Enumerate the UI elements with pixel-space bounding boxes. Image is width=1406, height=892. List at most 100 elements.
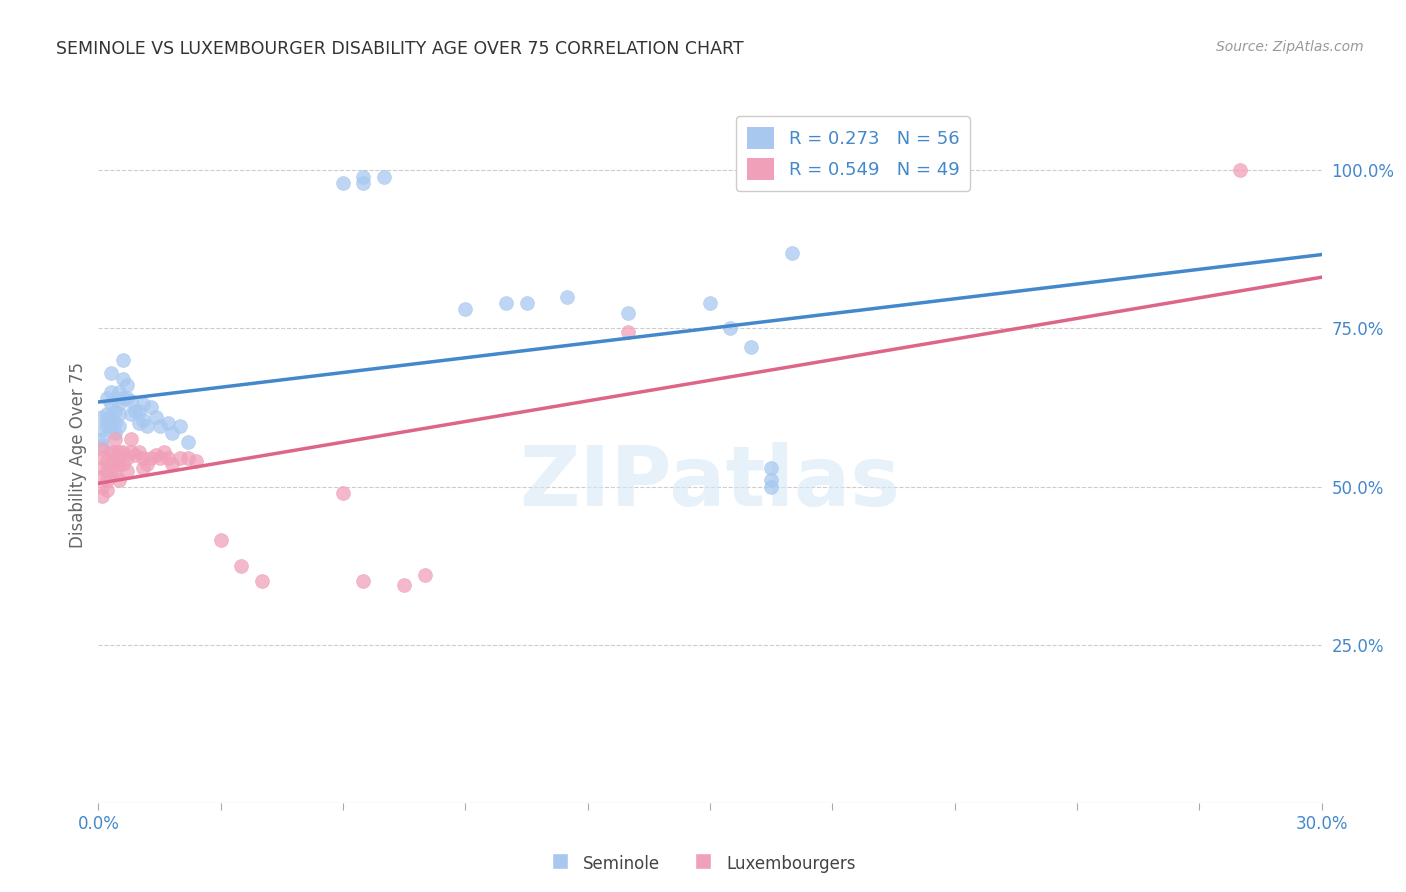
Point: [91, 438, 114, 452]
Point: [156, 451, 179, 466]
Point: [761, 479, 783, 493]
Point: [104, 432, 127, 446]
Point: [91, 470, 114, 484]
Point: [96, 464, 118, 478]
Point: [111, 391, 134, 405]
Point: [91, 460, 114, 475]
Point: [104, 425, 127, 440]
Point: [96, 419, 118, 434]
Point: [108, 473, 131, 487]
Point: [91, 409, 114, 424]
Point: [96, 407, 118, 421]
Point: [120, 432, 142, 446]
Point: [332, 176, 354, 190]
Point: [780, 245, 803, 260]
Point: [104, 417, 127, 431]
Point: [96, 483, 118, 497]
Point: [108, 444, 131, 458]
Point: [91, 489, 114, 503]
Point: [169, 451, 191, 466]
Point: [136, 419, 159, 434]
Point: [100, 458, 122, 472]
Point: [516, 296, 538, 310]
Point: [104, 444, 127, 458]
Point: [373, 169, 395, 184]
Point: [177, 435, 200, 450]
Point: [96, 413, 118, 427]
Point: [91, 451, 114, 466]
Point: [108, 407, 131, 421]
Point: [177, 451, 200, 466]
Point: [136, 458, 159, 472]
Point: [100, 409, 122, 424]
Point: [128, 444, 150, 458]
Point: [169, 419, 191, 434]
Point: [761, 460, 783, 475]
Point: [231, 558, 253, 573]
Point: [124, 448, 146, 462]
Text: SEMINOLE VS LUXEMBOURGER DISABILITY AGE OVER 75 CORRELATION CHART: SEMINOLE VS LUXEMBOURGER DISABILITY AGE …: [56, 40, 744, 58]
Point: [149, 451, 172, 466]
Point: [91, 479, 114, 493]
Point: [149, 419, 172, 434]
Point: [156, 417, 179, 431]
Point: [160, 458, 183, 472]
Legend: R = 0.273   N = 56, R = 0.549   N = 49: R = 0.273 N = 56, R = 0.549 N = 49: [737, 116, 970, 191]
Point: [111, 458, 134, 472]
Point: [352, 574, 374, 589]
Point: [186, 454, 208, 468]
Point: [115, 451, 138, 466]
Point: [617, 305, 640, 319]
Point: [108, 397, 131, 411]
Point: [104, 454, 127, 468]
Point: [250, 574, 273, 589]
Point: [124, 403, 146, 417]
Point: [96, 473, 118, 487]
Point: [100, 467, 122, 481]
Point: [91, 432, 114, 446]
Point: [91, 442, 114, 456]
Point: [120, 394, 142, 409]
Point: [104, 403, 127, 417]
Point: [495, 296, 517, 310]
Point: [1229, 163, 1251, 178]
Point: [96, 391, 118, 405]
Point: [454, 302, 477, 317]
Point: [557, 290, 579, 304]
Point: [128, 403, 150, 417]
Text: ZIPatlas: ZIPatlas: [520, 442, 900, 524]
Point: [100, 419, 122, 434]
Point: [104, 467, 127, 481]
Point: [91, 423, 114, 437]
Point: [145, 448, 167, 462]
Point: [141, 401, 163, 415]
Point: [740, 340, 762, 354]
Point: [352, 169, 374, 184]
Point: [332, 486, 354, 500]
Point: [115, 391, 138, 405]
Point: [100, 366, 122, 380]
Point: [132, 413, 155, 427]
Legend: Seminole, Luxembourgers: Seminole, Luxembourgers: [543, 847, 863, 880]
Point: [152, 444, 174, 458]
Y-axis label: Disability Age Over 75: Disability Age Over 75: [69, 362, 87, 548]
Point: [111, 372, 134, 386]
Point: [128, 417, 150, 431]
Point: [160, 425, 183, 440]
Point: [108, 419, 131, 434]
Point: [111, 444, 134, 458]
Point: [392, 577, 416, 591]
Point: [120, 407, 142, 421]
Point: [413, 568, 436, 582]
Point: [108, 384, 131, 399]
Point: [145, 409, 167, 424]
Point: [761, 473, 783, 487]
Point: [100, 384, 122, 399]
Point: [111, 353, 134, 368]
Point: [96, 454, 118, 468]
Point: [115, 378, 138, 392]
Text: Source: ZipAtlas.com: Source: ZipAtlas.com: [1216, 40, 1364, 54]
Point: [132, 397, 155, 411]
Point: [617, 325, 640, 339]
Point: [699, 296, 721, 310]
